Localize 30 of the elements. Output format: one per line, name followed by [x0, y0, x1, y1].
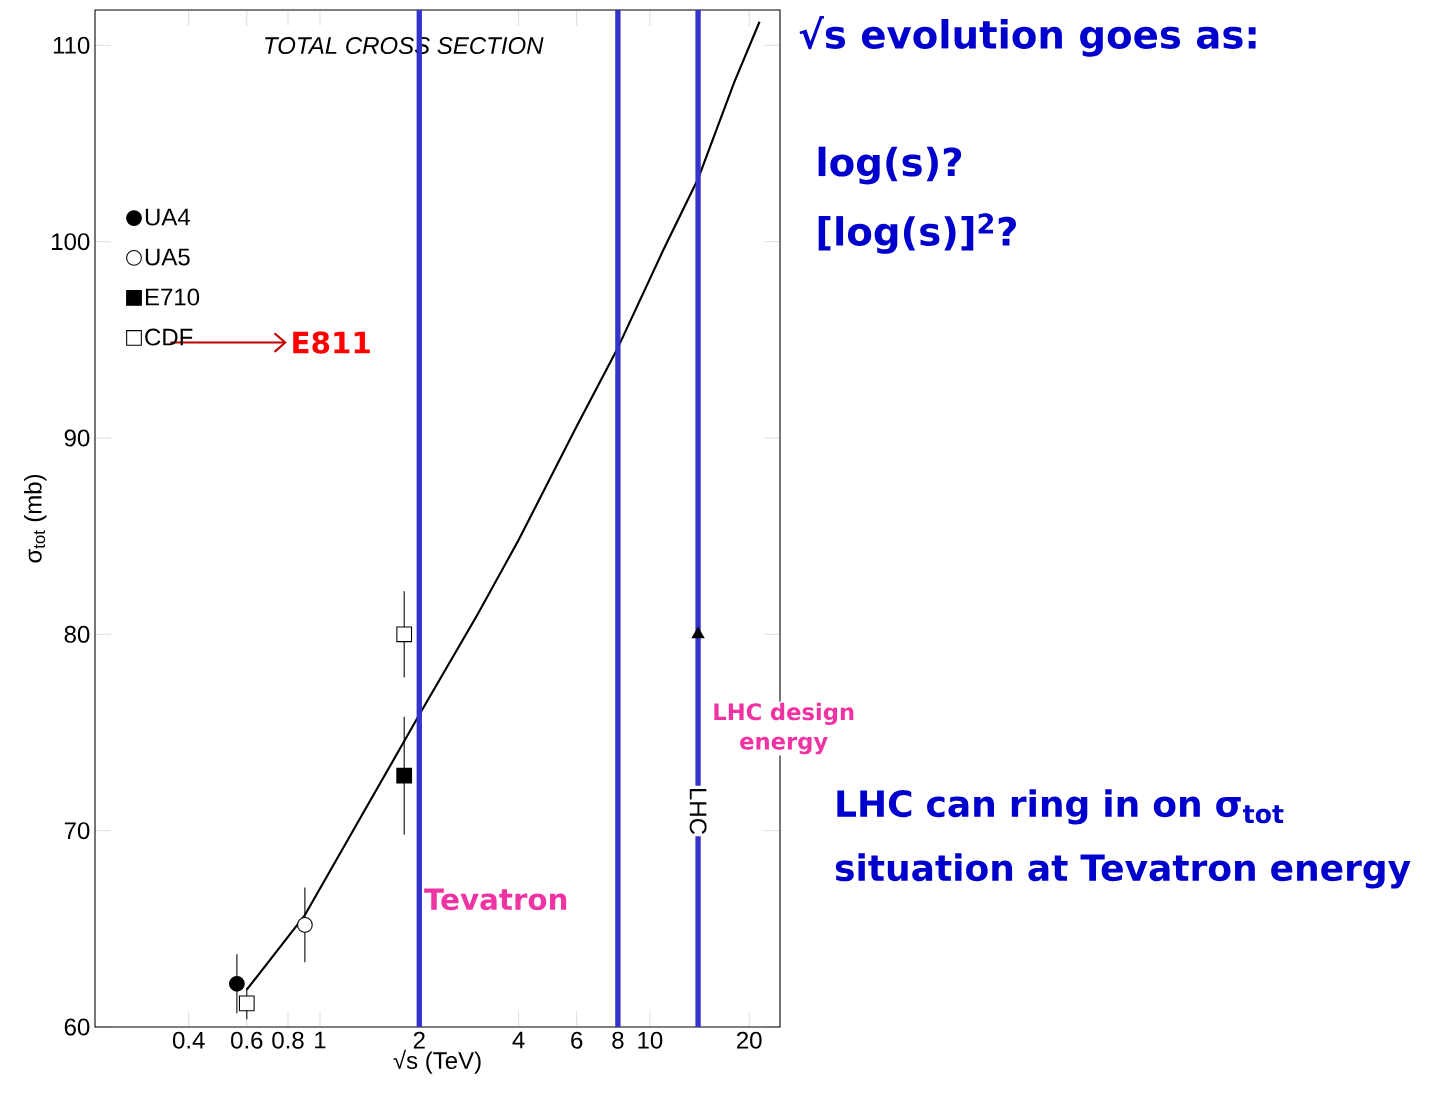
- x-tick-label: 1: [315, 1031, 326, 1049]
- ref-line-label: LHC design energy: [714, 702, 854, 755]
- legend-label: E710: [145, 288, 200, 306]
- x-tick-label: 6: [571, 1031, 583, 1049]
- y-tick-label: 60: [64, 1018, 90, 1036]
- x-axis-title: √s (TeV): [393, 1049, 481, 1074]
- y-tick-label: 110: [53, 36, 90, 54]
- y-tick-label: 70: [64, 822, 90, 840]
- x-tick-label: 10: [638, 1031, 663, 1049]
- text: LHC can ring in on σ$_{tot}$ situation at Tevatron energy: [835, 789, 1411, 889]
- y-axis-title: σ$_{tot}$ (mb): [24, 474, 47, 563]
- legend-label: UA5: [145, 248, 190, 266]
- x-tick-label: 0.6: [231, 1031, 263, 1049]
- legend-label: CDF: [145, 328, 193, 346]
- annotation: LHC: [689, 788, 707, 835]
- x-tick-label: 2: [413, 1031, 425, 1049]
- x-tick-label: 4: [512, 1031, 525, 1049]
- y-tick-label: 80: [64, 625, 90, 643]
- legend-label: UA4: [145, 208, 190, 226]
- x-tick-label: 20: [737, 1031, 762, 1049]
- text: √s evolution goes as:: [799, 16, 1256, 57]
- ref-line-label: Tevatron: [424, 888, 567, 911]
- x-tick-label: 0.4: [172, 1031, 205, 1049]
- y-tick-label: 90: [64, 429, 90, 447]
- text: log(s)?: [818, 146, 962, 185]
- annotation: E811: [293, 331, 370, 354]
- x-tick-label: 0.8: [272, 1031, 304, 1049]
- text: [log(s)]$^{2}$?: [818, 213, 1016, 254]
- x-tick-label: 8: [612, 1031, 624, 1049]
- y-tick-label: 100: [52, 233, 90, 251]
